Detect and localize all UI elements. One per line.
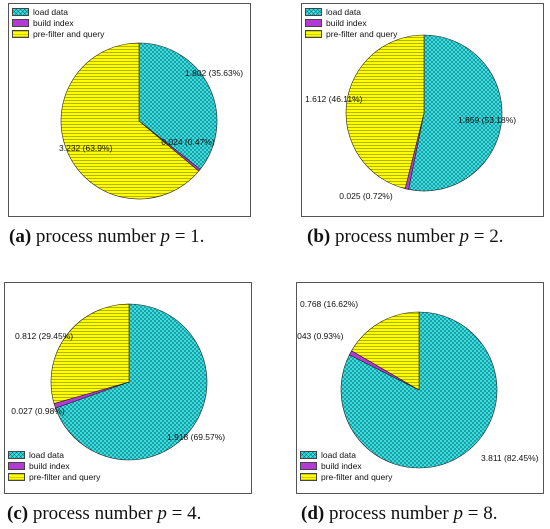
- legend-item-pre: pre-filter and query: [8, 471, 100, 482]
- data-label-build-index: 0.043 (0.93%): [297, 331, 344, 341]
- legend-label: pre-filter and query: [29, 471, 101, 482]
- caption-var: p: [157, 503, 167, 524]
- build-index-swatch: [300, 461, 317, 470]
- data-label-build-index: 0.027 (0.98%): [11, 406, 65, 416]
- chart-frame-b: 1.859 (53.18%) 0.025 (0.72%) 1.612 (46.11%…: [301, 3, 544, 217]
- build-index-swatch: [305, 18, 322, 27]
- legend-label: load data: [321, 449, 356, 460]
- caption-text: process number: [28, 503, 158, 524]
- legend-b: load data build index pre-filter and que…: [305, 6, 397, 39]
- legend-label: build index: [326, 17, 367, 28]
- legend-label: pre-filter and query: [326, 28, 398, 39]
- slice-pre-filter-query: [50, 303, 130, 404]
- caption-b: (b) process number p = 2.: [307, 226, 503, 248]
- pie-svg-c: 1.918 (69.57%) 0.027 (0.98%) 0.812 (29.45%…: [11, 303, 225, 461]
- build-index-swatch: [12, 18, 29, 27]
- slice-load-data: [55, 303, 208, 461]
- chart-frame-d: 3.811 (82.45%) 0.043 (0.93%) 0.768 (16.62%…: [296, 282, 544, 494]
- legend-item-build: build index: [8, 460, 100, 471]
- slice-pre-filter-query: [351, 311, 420, 391]
- caption-var: p: [459, 226, 470, 247]
- caption-tag: (c): [7, 503, 29, 524]
- chart-frame-a: 1.802 (35.63%) 0.024 (0.47%) 3.232 (63.9%)…: [8, 3, 251, 217]
- legend-a: load data build index pre-filter and que…: [12, 6, 104, 39]
- pre-filter-swatch: [305, 29, 322, 38]
- legend-item-load: load data: [12, 6, 104, 17]
- legend-label: pre-filter and query: [33, 28, 105, 39]
- slice-pre-filter-query: [345, 34, 425, 190]
- legend-label: build index: [321, 460, 362, 471]
- data-label-pre-filter-query: 3.232 (63.9%): [59, 143, 113, 153]
- caption-c: (c) process number p = 4.: [7, 503, 201, 525]
- data-label-load-data: 3.811 (82.45%): [481, 453, 539, 463]
- load-data-swatch: [12, 7, 29, 16]
- caption-tag: (d): [301, 503, 325, 524]
- caption-text: process number: [330, 226, 460, 247]
- legend-c: load data build index pre-filter and que…: [8, 449, 100, 482]
- legend-item-load: load data: [300, 449, 392, 460]
- caption-a: (a) process number p = 1.: [9, 226, 204, 248]
- legend-item-pre: pre-filter and query: [305, 28, 397, 39]
- caption-end: = 4.: [166, 503, 202, 524]
- legend-label: load data: [326, 6, 361, 17]
- pie-svg-a: 1.802 (35.63%) 0.024 (0.47%) 3.232 (63.9%): [59, 42, 243, 200]
- legend-label: build index: [33, 17, 74, 28]
- caption-var: p: [160, 226, 170, 247]
- legend-label: build index: [29, 460, 70, 471]
- caption-end: = 2.: [469, 226, 504, 247]
- caption-end: = 8.: [463, 503, 498, 524]
- pre-filter-swatch: [300, 472, 317, 481]
- pre-filter-swatch: [8, 472, 25, 481]
- slice-load-data: [408, 34, 503, 192]
- slice-load-data: [340, 311, 498, 469]
- caption-d: (d) process number p = 8.: [301, 503, 497, 525]
- pre-filter-swatch: [12, 29, 29, 38]
- chart-frame-c: 1.918 (69.57%) 0.027 (0.98%) 0.812 (29.45%…: [4, 282, 252, 494]
- caption-end: = 1.: [169, 226, 205, 247]
- legend-label: load data: [29, 449, 64, 460]
- load-data-swatch: [305, 7, 322, 16]
- load-data-swatch: [300, 450, 317, 459]
- legend-item-load: load data: [305, 6, 397, 17]
- caption-tag: (b): [307, 226, 331, 247]
- pie-svg-d: 3.811 (82.45%) 0.043 (0.93%) 0.768 (16.62%…: [297, 299, 539, 469]
- data-label-load-data: 1.859 (53.18%): [458, 115, 516, 125]
- legend-d: load data build index pre-filter and que…: [300, 449, 392, 482]
- caption-var: p: [453, 503, 464, 524]
- caption-text: process number: [324, 503, 454, 524]
- data-label-build-index: 0.024 (0.47%): [161, 137, 215, 147]
- legend-label: load data: [33, 6, 68, 17]
- legend-item-build: build index: [300, 460, 392, 471]
- caption-tag: (a): [9, 226, 32, 247]
- data-label-pre-filter-query: 0.768 (16.62%): [300, 299, 358, 309]
- load-data-swatch: [8, 450, 25, 459]
- slice-load-data: [138, 42, 218, 170]
- data-label-build-index: 0.025 (0.72%): [339, 191, 393, 201]
- legend-item-load: load data: [8, 449, 100, 460]
- data-label-pre-filter-query: 0.812 (29.45%): [15, 331, 73, 341]
- build-index-swatch: [8, 461, 25, 470]
- data-label-pre-filter-query: 1.612 (46.11%): [305, 94, 363, 104]
- legend-item-pre: pre-filter and query: [12, 28, 104, 39]
- legend-item-pre: pre-filter and query: [300, 471, 392, 482]
- legend-label: pre-filter and query: [321, 471, 393, 482]
- pie-svg-b: 1.859 (53.18%) 0.025 (0.72%) 1.612 (46.11%…: [305, 34, 516, 201]
- data-label-load-data: 1.918 (69.57%): [167, 432, 225, 442]
- data-label-load-data: 1.802 (35.63%): [185, 68, 243, 78]
- caption-text: process number: [31, 226, 161, 247]
- legend-item-build: build index: [305, 17, 397, 28]
- legend-item-build: build index: [12, 17, 104, 28]
- slice-pre-filter-query: [60, 42, 200, 200]
